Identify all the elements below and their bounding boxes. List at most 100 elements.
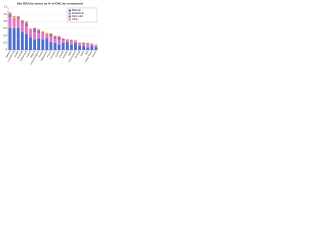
bar-segment <box>12 17 16 29</box>
x-tick-label: Denmark <box>17 50 24 60</box>
bar-segment <box>20 19 24 22</box>
bar-segment <box>86 43 90 44</box>
bar-segment <box>41 32 45 40</box>
bar-segment <box>82 45 86 50</box>
bar-segment <box>37 33 41 39</box>
bar-segment <box>49 33 53 37</box>
legend-label: Bilateral <box>72 9 81 12</box>
legend-swatch <box>68 15 71 18</box>
x-tick-label: Japan <box>80 50 85 57</box>
legend-label: Other <box>72 18 78 21</box>
bar-segment <box>20 32 24 50</box>
bar-segment <box>8 12 12 15</box>
x-tick-label: Sweden <box>6 50 12 59</box>
bar-segment <box>24 33 28 50</box>
bar-segment <box>20 23 24 33</box>
bar-segment <box>49 33 53 34</box>
bar-segment <box>24 25 28 34</box>
bar-segment <box>33 32 37 40</box>
bar-segment <box>86 43 90 48</box>
bar-segment <box>41 32 45 33</box>
bar-segment <box>82 42 86 44</box>
bar-segment <box>24 23 28 26</box>
bar-segment <box>82 43 86 46</box>
y-tick-label: 0.2 <box>4 41 8 44</box>
bar-segment <box>61 38 65 40</box>
bar-segment <box>29 29 32 38</box>
bar-segment <box>57 44 61 50</box>
x-tick-label: Italy <box>85 50 90 56</box>
bar-segment <box>74 41 77 43</box>
y-tick-label: 0.8 <box>4 20 8 23</box>
x-tick-label: Netherlands <box>19 50 28 62</box>
legend-swatch <box>68 9 71 12</box>
x-tick-label: Spain <box>68 50 73 57</box>
bar-segment <box>12 28 16 50</box>
bar-segment <box>74 40 77 42</box>
bar-segment <box>41 39 45 50</box>
bar-segment <box>37 30 41 34</box>
bar-segment <box>53 42 57 50</box>
bar-segment <box>57 40 61 45</box>
bar-segment <box>94 44 98 48</box>
bar-segment <box>8 14 12 18</box>
bar-segment <box>53 38 57 43</box>
legend-swatch <box>68 12 71 15</box>
bar-segment <box>61 42 65 50</box>
bar-segment <box>8 27 12 50</box>
x-tick-label: Portugal <box>74 50 81 59</box>
bar-segment <box>65 40 69 43</box>
x-tick-label: France <box>46 50 52 58</box>
bar-segment <box>57 36 61 37</box>
x-tick-label: Austria <box>54 50 60 58</box>
bar-segment <box>16 15 20 18</box>
y-tick-label: 1.0 <box>4 13 8 16</box>
bar-segment <box>69 41 73 45</box>
bar-segment <box>69 39 73 41</box>
bar-segment <box>90 43 94 45</box>
bar-segment <box>61 38 65 39</box>
x-tick-label: Belgium <box>30 51 36 59</box>
bar-segment <box>90 44 94 46</box>
bar-segment <box>49 36 53 43</box>
bar-segment <box>29 28 32 30</box>
legend-label: Debt relief <box>72 15 83 18</box>
bar-segment <box>29 37 32 50</box>
bar-segment <box>16 18 20 28</box>
y-tick-label: 1.2 <box>4 6 8 9</box>
chart: Net ODA by donor as % of GNI, by compone… <box>0 0 100 68</box>
bar-segment <box>45 33 49 39</box>
bar-segment <box>65 42 69 50</box>
chart-title: Net ODA by donor as % of GNI, by compone… <box>17 1 83 5</box>
bar-segment <box>45 32 49 34</box>
bar-segment <box>37 29 41 31</box>
bar-segment <box>33 28 37 33</box>
bar-segment <box>74 42 77 50</box>
x-tick-label: Finland <box>39 50 45 58</box>
bar-segment <box>61 39 65 43</box>
legend-box <box>66 7 98 23</box>
bar-segment <box>86 47 90 50</box>
bar-segment <box>69 44 73 50</box>
y-tick-label: 0.6 <box>4 27 8 30</box>
bar-segment <box>53 36 57 39</box>
bar-segment <box>16 17 20 19</box>
bar-segment <box>33 27 37 29</box>
x-tick-label: Australia <box>62 50 69 60</box>
legend-swatch <box>68 18 71 21</box>
y-tick-label: 0.4 <box>4 34 8 37</box>
bar-segment <box>90 45 94 50</box>
y-tick-label: 0 <box>6 49 8 52</box>
bar-segment <box>16 27 20 50</box>
bar-segment <box>41 31 45 33</box>
x-tick-label: Ireland <box>26 50 32 58</box>
x-tick-label: Norway <box>13 50 20 59</box>
bar-segment <box>37 38 41 50</box>
x-tick-label: Switzerland <box>40 50 49 62</box>
legend-label: Multilateral <box>72 12 84 15</box>
bar-segment <box>94 47 98 50</box>
x-tick-label: Canada <box>59 50 65 58</box>
x-tick-label: New Zealand <box>69 50 78 63</box>
bar-segment <box>8 17 12 28</box>
bar-segment <box>53 35 57 37</box>
